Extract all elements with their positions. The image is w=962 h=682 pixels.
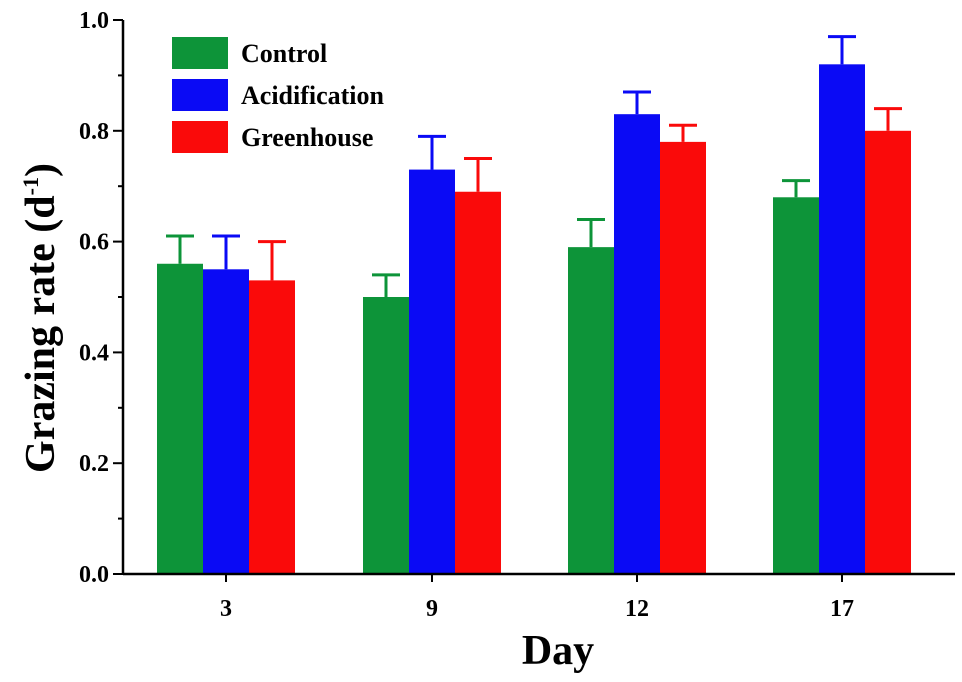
bar-acidification-day-17 (819, 64, 865, 574)
y-tick-label-1.0: 1.0 (79, 8, 109, 34)
legend-label-control: Control (241, 39, 327, 68)
y-axis-title: Grazing rate (d-1) (18, 163, 64, 473)
axes: 3 9 12 17 0.0 0.2 0.4 0.6 0.8 1.0 (79, 8, 955, 622)
y-axis-title-main: Grazing rate (d (18, 195, 64, 473)
x-tick-label-12: 12 (625, 596, 649, 622)
bar-greenhouse-day-12 (660, 141, 706, 574)
legend-label-acidification: Acidification (241, 81, 385, 110)
bar-acidification-day-3 (203, 269, 249, 574)
y-tick-label-0.8: 0.8 (79, 119, 109, 145)
y-axis-title-superscript: -1 (18, 177, 43, 195)
y-tick-label-0.0: 0.0 (79, 562, 109, 588)
bar-control-day-3 (157, 263, 203, 574)
legend-label-greenhouse: Greenhouse (241, 123, 373, 152)
bar-acidification-day-12 (614, 114, 660, 575)
legend-swatch-control (172, 37, 228, 69)
bar-greenhouse-day-17 (865, 130, 911, 575)
y-tick-label-0.2: 0.2 (79, 451, 109, 477)
x-axis-title: Day (522, 628, 594, 674)
bar-acidification-day-9 (409, 169, 455, 574)
y-tick-label-0.4: 0.4 (79, 340, 109, 366)
x-tick-label-17: 17 (830, 596, 854, 622)
legend-swatch-acidification (172, 79, 228, 111)
bars-layer (157, 64, 911, 575)
y-axis-title-close: ) (18, 163, 64, 177)
x-tick-label-9: 9 (426, 596, 438, 622)
bar-control-day-17 (773, 197, 819, 574)
error-bars-layer (166, 35, 902, 297)
y-tick-label-0.6: 0.6 (79, 230, 109, 256)
bar-control-day-9 (363, 297, 409, 574)
x-tick-label-3: 3 (220, 596, 232, 622)
legend-swatch-greenhouse (172, 121, 228, 153)
bar-greenhouse-day-3 (249, 280, 295, 574)
bar-greenhouse-day-9 (455, 191, 501, 575)
bar-control-day-12 (568, 247, 614, 574)
legend: Control Acidification Greenhouse (172, 37, 385, 153)
